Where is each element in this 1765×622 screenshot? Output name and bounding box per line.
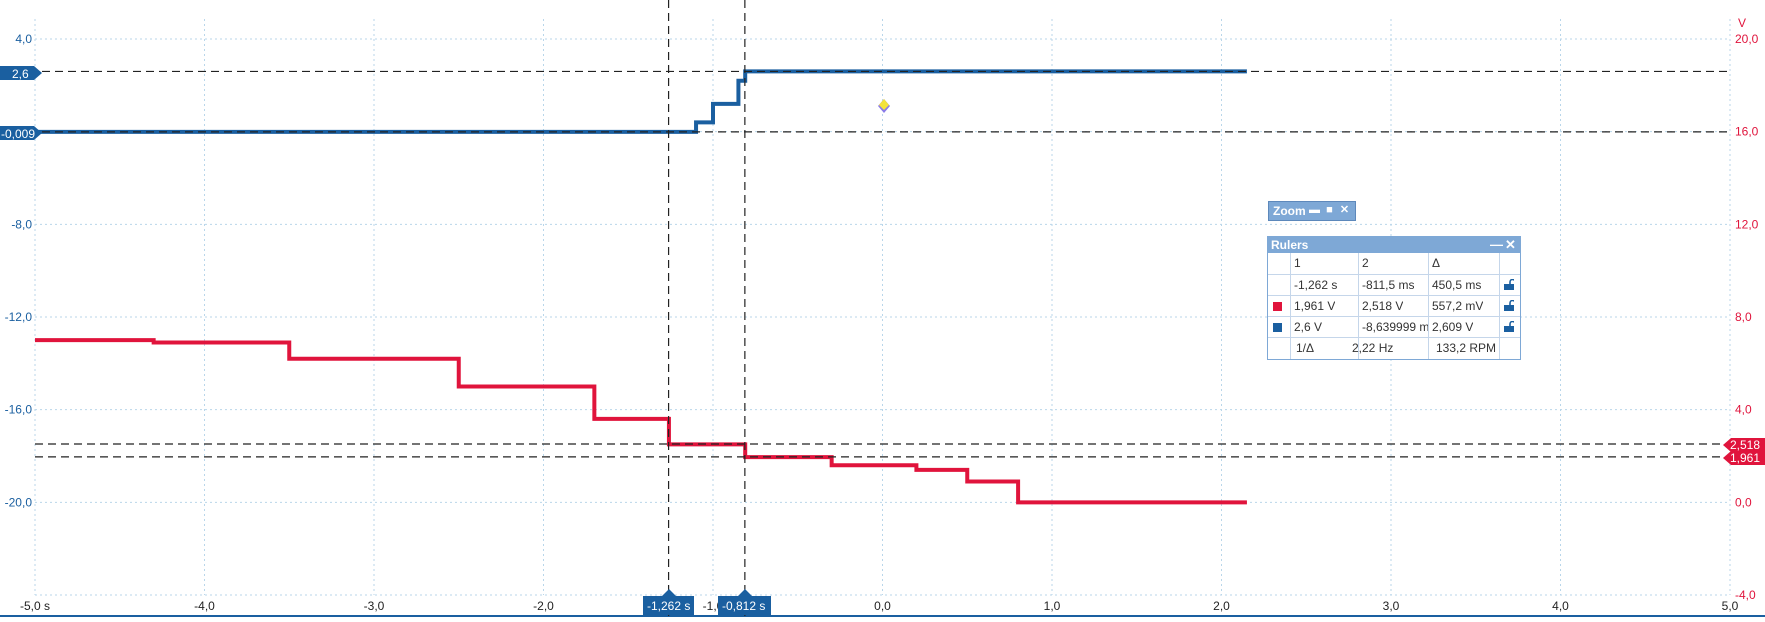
left-axis-tick-label: 4,0 bbox=[15, 32, 32, 46]
zoom-panel[interactable]: Zoom ▬ ■ ✕ bbox=[1268, 201, 1356, 221]
left-axis-ticks: 4,0-4,0-8,0-12,0-16,0-20,0 bbox=[5, 32, 33, 509]
minimize-icon[interactable]: ▬ bbox=[1309, 204, 1320, 216]
time-axis-tick-label: 2,0 bbox=[1213, 599, 1230, 613]
ruler-row-frequency: 1/Δ 2,22 Hz 133,2 RPM bbox=[1268, 337, 1520, 359]
left-ruler-flag-2[interactable]: -0,009 bbox=[0, 126, 42, 141]
time-axis-tick-label: -4,0 bbox=[194, 599, 215, 613]
svg-text:-1,262 s: -1,262 s bbox=[647, 599, 690, 613]
time-axis-tick-label: -2,0 bbox=[533, 599, 554, 613]
time-axis-tick-label: -3,0 bbox=[364, 599, 385, 613]
right-axis-ticks: 20,0 16,0 12,0 8,0 4,0 0,0 -4,0 bbox=[1735, 32, 1759, 602]
svg-text:-0,812 s: -0,812 s bbox=[722, 599, 765, 613]
channel-color-swatch bbox=[1273, 302, 1282, 311]
trigger-marker-icon[interactable] bbox=[878, 99, 890, 113]
channel-color-swatch bbox=[1273, 323, 1282, 332]
time-axis-ticks: -5,0 s -4,0 -3,0 -2,0 -1,0 0,0 1,0 2,0 3,0 4,0 5,0 bbox=[20, 599, 1739, 613]
svg-text:2,6: 2,6 bbox=[12, 67, 29, 81]
time-axis-tick-label: 4,0 bbox=[1552, 599, 1569, 613]
left-axis-tick-label: -12,0 bbox=[5, 310, 33, 324]
svg-text:1,961: 1,961 bbox=[1730, 451, 1760, 465]
ruler-row-channel-b: 1,961 V 2,518 V 557,2 mV bbox=[1268, 295, 1520, 317]
rulers-header-row: 1 2 Δ bbox=[1294, 256, 1441, 270]
unlock-icon[interactable] bbox=[1504, 300, 1514, 311]
right-axis-tick-label: 0,0 bbox=[1735, 495, 1752, 509]
right-axis-tick-label: 12,0 bbox=[1735, 217, 1759, 231]
time-ruler-flag-2[interactable]: -0,812 s bbox=[718, 589, 771, 615]
right-axis-tick-label: -4,0 bbox=[1735, 588, 1756, 602]
left-ruler-flag-1[interactable]: 2,6 bbox=[0, 66, 42, 81]
channel-a-trace bbox=[35, 69, 1247, 134]
left-axis-tick-label: -8,0 bbox=[11, 217, 32, 231]
time-axis-tick-label: -5,0 s bbox=[20, 599, 50, 613]
grid bbox=[0, 19, 1765, 617]
svg-text:-0,009: -0,009 bbox=[1, 127, 35, 141]
time-axis-tick-label: 5,0 bbox=[1722, 599, 1739, 613]
zoom-panel-title: Zoom bbox=[1273, 204, 1306, 218]
close-icon[interactable]: ✕ bbox=[1339, 204, 1350, 216]
unlock-icon[interactable] bbox=[1504, 279, 1514, 290]
svg-text:2,518: 2,518 bbox=[1730, 438, 1760, 452]
channel-b-trace bbox=[35, 338, 1247, 505]
maximize-icon[interactable]: ■ bbox=[1326, 204, 1333, 216]
right-axis-tick-label: 20,0 bbox=[1735, 32, 1759, 46]
rulers-panel-title: Rulers bbox=[1271, 238, 1309, 252]
right-axis-tick-label: 8,0 bbox=[1735, 310, 1752, 324]
time-ruler-flag-1[interactable]: -1,262 s bbox=[643, 589, 694, 615]
time-axis-tick-label: 3,0 bbox=[1383, 599, 1400, 613]
left-axis-tick-label: -20,0 bbox=[5, 495, 33, 509]
ruler-row-channel-a: 2,6 V -8,639999 m 2,609 V bbox=[1268, 316, 1520, 338]
traces bbox=[35, 69, 1247, 505]
time-axis-tick-label: 0,0 bbox=[874, 599, 891, 613]
unlock-icon[interactable] bbox=[1504, 321, 1514, 332]
rulers-panel-header[interactable]: Rulers — ✕ bbox=[1268, 237, 1520, 253]
ruler-row-time: -1,262 s -811,5 ms 450,5 ms bbox=[1268, 274, 1520, 296]
close-icon[interactable]: ✕ bbox=[1505, 237, 1516, 252]
right-ruler-flag-1[interactable]: 2,518 bbox=[1723, 438, 1765, 452]
left-axis-tick-label: -16,0 bbox=[5, 403, 33, 417]
right-axis-tick-label: 16,0 bbox=[1735, 125, 1759, 139]
rulers-panel[interactable]: Rulers — ✕ 1 2 Δ -1,262 s -811,5 ms 450,… bbox=[1267, 236, 1521, 360]
right-axis-unit: V bbox=[1738, 16, 1746, 30]
minimize-icon[interactable]: — bbox=[1490, 237, 1503, 252]
ruler-lines[interactable] bbox=[35, 0, 1730, 616]
time-axis-tick-label: 1,0 bbox=[1044, 599, 1061, 613]
right-axis-tick-label: 4,0 bbox=[1735, 403, 1752, 417]
right-ruler-flag-2[interactable]: 1,961 bbox=[1723, 451, 1765, 465]
